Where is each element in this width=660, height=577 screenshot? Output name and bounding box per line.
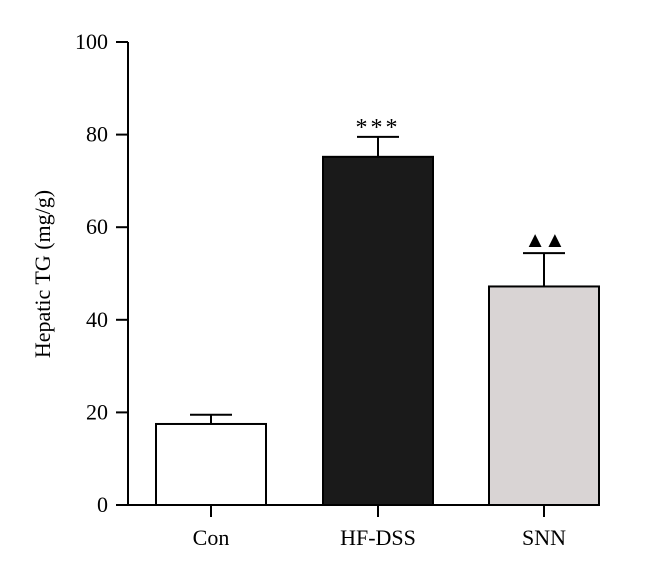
y-axis: 0 20 40 60 80 100 (75, 29, 129, 517)
significance-marker: *** (356, 115, 401, 141)
significance-marker: ▲▲ (524, 227, 564, 252)
x-tick-label: SNN (522, 525, 566, 550)
y-tick-label: 0 (97, 492, 108, 517)
bars: *** ▲▲ (155, 115, 600, 507)
y-tick-label: 100 (75, 29, 108, 54)
y-tick-label: 60 (86, 214, 108, 239)
bar-snn (488, 285, 600, 506)
y-tick-label: 20 (86, 399, 108, 424)
bar-hf-dss (322, 155, 434, 506)
y-tick-label: 80 (86, 122, 108, 147)
y-axis-title: Hepatic TG (mg/g) (30, 190, 55, 358)
bar-con (155, 422, 267, 507)
y-tick-label: 40 (86, 307, 108, 332)
x-axis: Con HF-DSS SNN (116, 504, 598, 550)
x-tick-label: HF-DSS (340, 525, 416, 550)
x-tick-label: Con (193, 525, 230, 550)
